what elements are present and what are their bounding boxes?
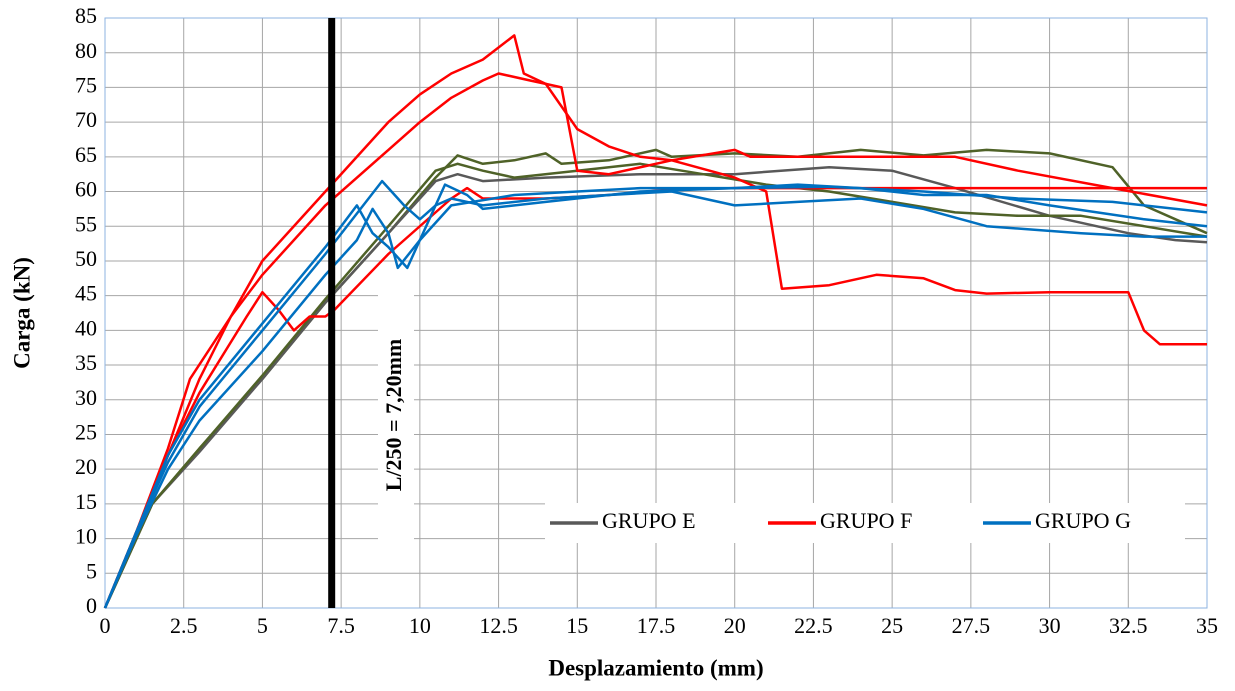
legend: GRUPO E GRUPO F GRUPO G [545,503,1185,543]
x-tick-label: 10 [409,613,431,638]
x-axis-title: Desplazamiento (mm) [548,655,763,680]
y-tick-label: 55 [75,211,97,236]
y-tick-label: 30 [75,385,97,410]
legend-label: GRUPO G [1035,508,1131,533]
x-tick-label: 32.5 [1109,613,1148,638]
x-tick-label: 12.5 [479,613,518,638]
y-tick-label: 15 [75,489,97,514]
y-tick-label: 5 [86,558,97,583]
x-tick-label: 15 [566,613,588,638]
data-line [103,183,1208,609]
data-line [103,183,1208,609]
y-tick-label: 25 [75,420,97,445]
y-tick-label: 50 [75,246,97,271]
y-tick-label: 75 [75,72,97,97]
y-tick-label: 70 [75,107,97,132]
data-line [103,34,1207,609]
x-tick-label: 0 [100,613,111,638]
x-tick-label: 17.5 [637,613,676,638]
y-tick-label: 65 [75,142,97,167]
y-tick-label: 80 [75,38,97,63]
y-tick-label: 10 [75,524,97,549]
annotation: L/250 = 7,20mm [381,339,406,491]
x-tick-label: 2.5 [170,613,198,638]
x-tick-label: 25 [881,613,903,638]
x-tick-label: 27.5 [952,613,991,638]
data-line [103,179,1207,609]
x-tick-label: 5 [257,613,268,638]
y-tick-label: 0 [86,593,97,618]
y-tick-label: 20 [75,454,97,479]
x-tick-label: 35 [1196,613,1218,638]
x-tick-label: 22.5 [794,613,833,638]
legend-bg [545,503,1185,543]
y-tick-label: 60 [75,177,97,202]
y-tick-label: 35 [75,350,97,375]
y-tick-label: 40 [75,315,97,340]
y-tick-label: 85 [75,3,97,28]
x-tick-label: 20 [724,613,746,638]
annotation-bg [378,285,414,545]
x-tick-label: 30 [1039,613,1061,638]
y-tick-label: 45 [75,281,97,306]
legend-label: GRUPO E [602,508,696,533]
legend-label: GRUPO F [820,508,912,533]
data-line [103,165,1208,609]
x-tick-label: 7.5 [327,613,355,638]
y-axis-title: Carga (kN) [9,257,34,369]
plot-border [104,17,1208,609]
